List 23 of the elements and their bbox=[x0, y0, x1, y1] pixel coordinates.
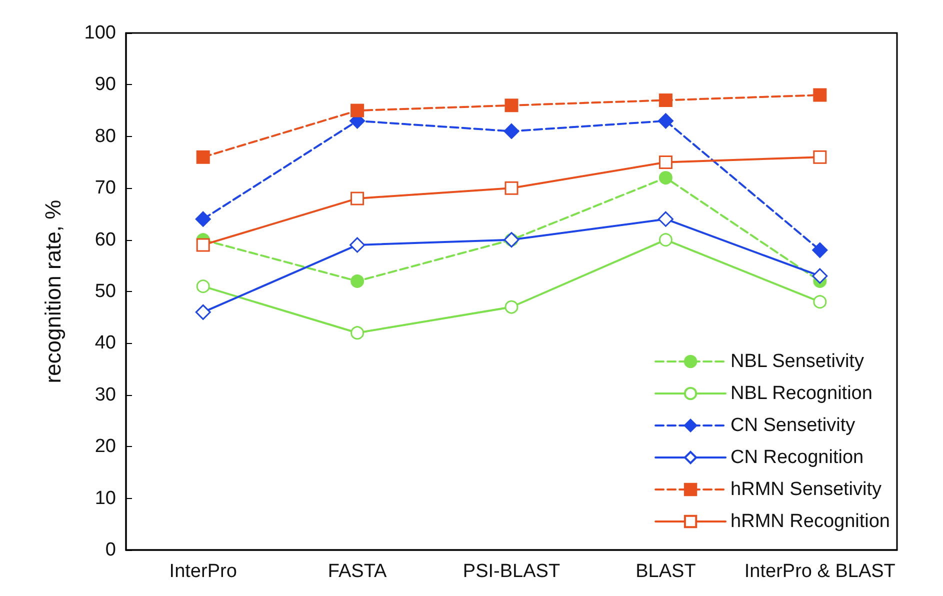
y-tick-label: 60 bbox=[94, 229, 116, 250]
legend-label: CN Sensetivity bbox=[730, 415, 856, 436]
y-tick-label: 10 bbox=[94, 488, 116, 509]
legend-label: CN Recognition bbox=[730, 447, 864, 468]
x-tick-label: InterPro & BLAST bbox=[744, 561, 896, 582]
legend-label: hRMN Recognition bbox=[730, 511, 890, 532]
legend-label: hRMN Sensetivity bbox=[730, 479, 882, 500]
y-tick-label: 30 bbox=[94, 384, 116, 406]
y-tick-label: 70 bbox=[94, 178, 116, 199]
legend-label: NBL Sensetivity bbox=[730, 351, 864, 372]
x-tick-label: PSI-BLAST bbox=[462, 561, 560, 582]
y-tick-label: 0 bbox=[105, 540, 116, 560]
y-tick-label: 90 bbox=[94, 74, 116, 96]
y-tick-label: 20 bbox=[94, 436, 116, 458]
x-tick-label: BLAST bbox=[636, 561, 696, 582]
legend-label: NBL Recognition bbox=[730, 383, 872, 404]
y-tick-label: 40 bbox=[94, 332, 116, 354]
x-tick-label: FASTA bbox=[328, 561, 388, 582]
y-tick-label: 80 bbox=[94, 126, 116, 147]
x-tick-label: InterPro bbox=[169, 561, 237, 582]
y-tick-label: 50 bbox=[94, 281, 116, 302]
y-tick-label: 100 bbox=[84, 22, 116, 44]
y-axis-title: recognition rate, % bbox=[40, 200, 66, 384]
